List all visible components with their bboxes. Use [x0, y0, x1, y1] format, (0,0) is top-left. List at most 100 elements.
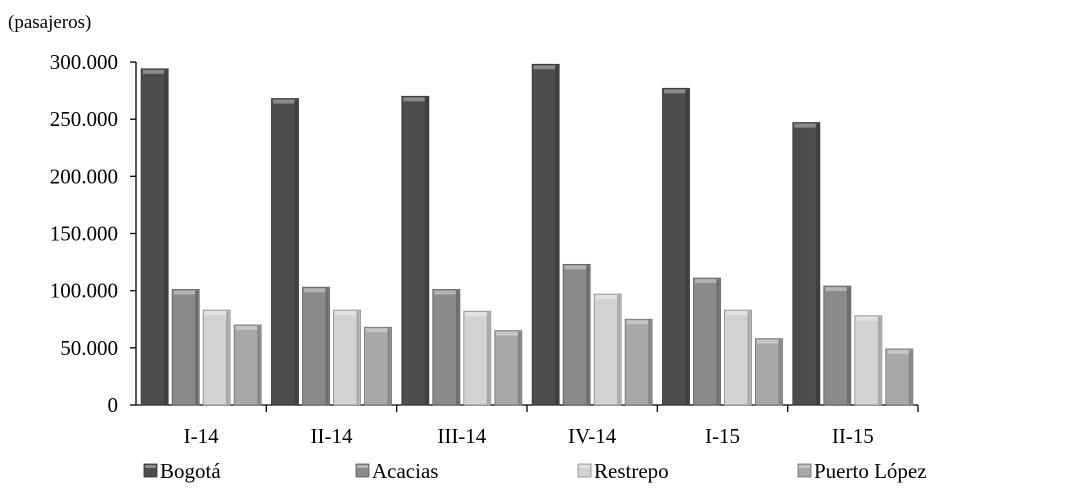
bar: [401, 95, 430, 406]
x-tick-label: I-14: [184, 424, 219, 448]
bar-bevel-top: [825, 287, 850, 292]
bar-bevel-side: [164, 69, 168, 406]
bar-bevel-side: [486, 312, 490, 405]
bar-body: [531, 63, 560, 406]
x-tick-label: I-15: [705, 424, 740, 448]
bar-bevel-top: [434, 290, 459, 295]
bar: [624, 318, 653, 406]
bar-body: [171, 289, 200, 406]
bar-bevel-side: [517, 331, 521, 405]
bars: [140, 63, 914, 406]
bar-bevel-side: [617, 295, 621, 405]
bar-body: [333, 309, 361, 406]
x-tick-label: II-14: [311, 424, 353, 448]
bar-bevel-top: [465, 312, 490, 317]
legend-label: Bogotá: [160, 459, 221, 483]
bar: [662, 87, 690, 406]
bar-bevel-top: [664, 89, 688, 94]
bar-bevel-top: [533, 65, 558, 70]
bar: [593, 293, 622, 406]
bar-bevel-side: [455, 290, 459, 405]
bar-body: [755, 338, 783, 406]
bar-bevel-top: [726, 311, 750, 316]
bar-body: [562, 263, 591, 406]
y-tick-label: 100.000: [50, 279, 118, 303]
bar-bevel-top: [757, 339, 781, 344]
bar-body: [693, 277, 721, 406]
bar-bevel-top: [366, 328, 390, 333]
bar-bevel-top: [235, 325, 260, 330]
legend-swatch-bevel: [357, 465, 368, 468]
legend-item: Restrepo: [577, 459, 669, 483]
bar: [302, 286, 330, 406]
bar-bevel-side: [716, 279, 720, 405]
bar-bevel-side: [387, 328, 391, 405]
bar: [724, 309, 752, 406]
bar: [233, 324, 262, 406]
bar: [792, 122, 821, 406]
legend-swatch-bevel: [579, 465, 590, 468]
bar: [364, 326, 392, 406]
bar-body: [202, 309, 231, 406]
bar: [171, 289, 200, 406]
legend-label: Acacias: [372, 459, 438, 483]
bar: [693, 277, 721, 406]
bar: [140, 68, 169, 406]
bar-body: [624, 318, 653, 406]
bar-bevel-side: [846, 287, 850, 405]
bar-bevel-side: [226, 311, 230, 405]
bar-bevel-top: [595, 295, 620, 300]
bar-bevel-top: [142, 69, 167, 74]
x-tick-label: III-14: [437, 424, 486, 448]
bar: [494, 330, 523, 406]
bar-bevel-top: [695, 279, 719, 284]
bar: [333, 309, 361, 406]
bar-body: [792, 122, 821, 406]
bar: [562, 263, 591, 406]
legend: Bogotá Acacias Restrepo Puerto López: [143, 459, 927, 483]
bar-bevel-top: [794, 123, 819, 128]
bar-bevel-top: [204, 311, 229, 316]
legend-swatch-bevel: [145, 465, 156, 468]
bar-bevel-side: [195, 290, 199, 405]
y-tick-label: 50.000: [60, 336, 118, 360]
y-axis-label: (pasajeros): [8, 12, 91, 33]
bar-bevel-top: [564, 265, 589, 270]
bar: [755, 338, 783, 406]
legend-item: Acacias: [355, 459, 438, 483]
bar-bevel-side: [815, 123, 819, 405]
y-tick-label: 150.000: [50, 222, 118, 246]
bar-bevel-side: [648, 320, 652, 405]
bar-bevel-side: [294, 99, 298, 405]
bar-body: [494, 330, 523, 406]
bar-bevel-top: [304, 288, 328, 293]
bar: [854, 315, 883, 406]
bar-body: [662, 87, 690, 406]
bar-bevel-side: [747, 311, 751, 405]
bar-body: [364, 326, 392, 406]
legend-item: Puerto López: [797, 459, 927, 483]
bar: [531, 63, 560, 406]
bar-bevel-side: [325, 288, 329, 405]
bar: [823, 285, 852, 406]
bar-bevel-side: [877, 316, 881, 405]
y-tick-label: 300.000: [50, 50, 118, 74]
bar-bevel-top: [856, 316, 881, 321]
bar-body: [140, 68, 169, 406]
bar: [463, 310, 492, 406]
bar-bevel-side: [778, 339, 782, 405]
legend-label: Puerto López: [814, 459, 927, 483]
bar-bevel-side: [356, 311, 360, 405]
bar-bevel-top: [496, 331, 521, 336]
legend-label: Restrepo: [594, 459, 669, 483]
bar-body: [271, 98, 299, 406]
bar-bevel-top: [887, 349, 912, 354]
bar-bevel-top: [173, 290, 198, 295]
bar-body: [463, 310, 492, 406]
bar-body: [432, 289, 461, 406]
bar: [271, 98, 299, 406]
x-tick-label: IV-14: [568, 424, 617, 448]
y-tick-label: 200.000: [50, 164, 118, 188]
bar-bevel-top: [335, 311, 359, 316]
